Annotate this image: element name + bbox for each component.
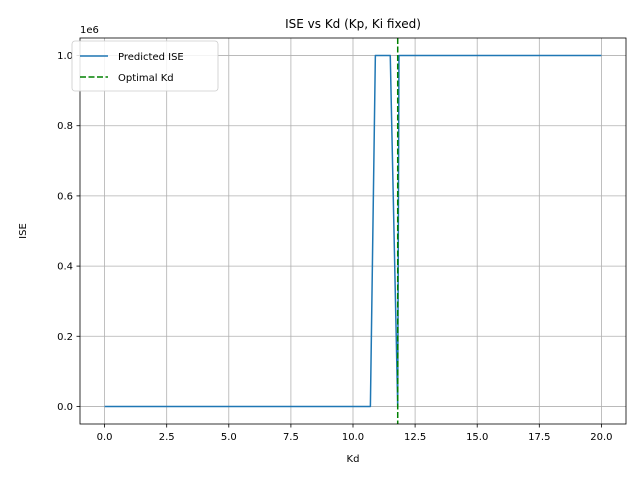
plot-area [104,38,602,424]
y-tick-label: 1.0 [57,51,73,62]
x-axis: 0.0 2.5 5.0 7.5 10.0 12.5 15.0 17.5 20.0 [97,424,613,443]
y-tick-label: 0.6 [57,191,73,202]
legend-label-optimal-kd: Optimal Kd [118,73,174,84]
legend-label-predicted-ise: Predicted ISE [118,52,184,63]
x-axis-label: Kd [347,454,360,465]
x-tick-label: 12.5 [404,432,426,443]
x-tick-label: 7.5 [283,432,299,443]
series-line-predicted-ise [104,54,602,408]
x-tick-label: 5.0 [221,432,237,443]
x-tick-label: 2.5 [159,432,175,443]
y-axis-label: ISE [18,223,29,239]
x-tick-label: 10.0 [342,432,364,443]
legend: Predicted ISE Optimal Kd [71,40,219,92]
chart-title: ISE vs Kd (Kp, Ki fixed) [285,17,421,31]
x-tick-label: 17.5 [528,432,550,443]
legend-box [71,40,219,92]
y-tick-label: 0.2 [57,332,73,343]
x-tick-label: 20.0 [590,432,612,443]
y-tick-label: 0.0 [57,402,73,413]
y-axis: 0.0 0.2 0.4 0.6 0.8 1.0 [57,51,80,413]
x-tick-label: 0.0 [97,432,113,443]
x-tick-label: 15.0 [466,432,488,443]
y-axis-multiplier: 1e6 [80,25,99,36]
y-tick-label: 0.4 [57,262,73,273]
y-tick-label: 0.8 [57,121,73,132]
